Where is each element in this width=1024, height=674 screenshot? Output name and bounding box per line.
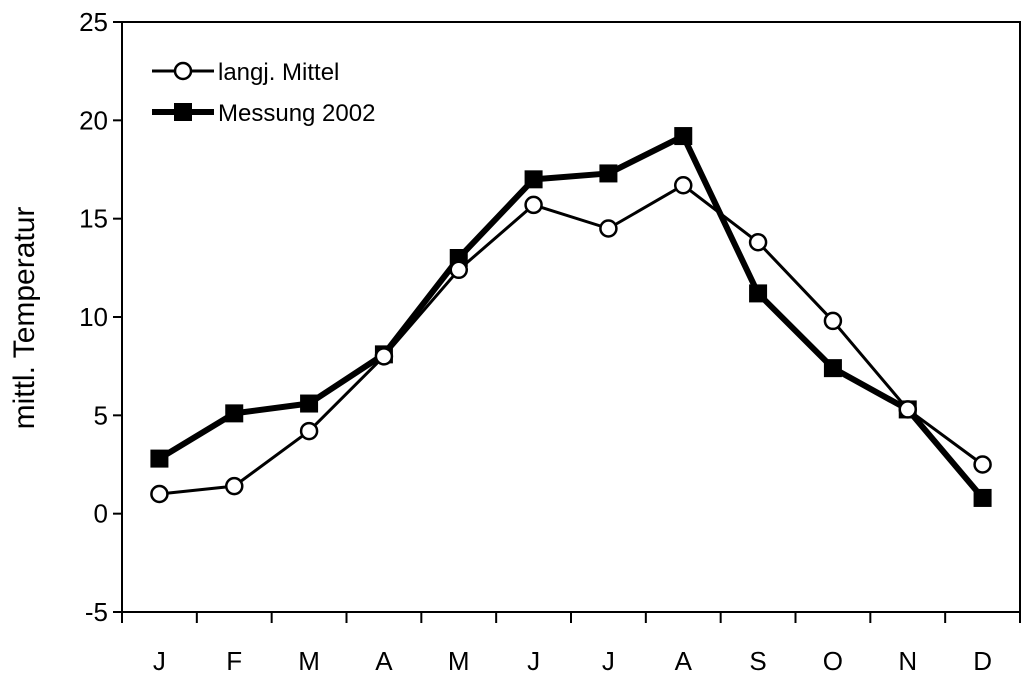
x-tick-label: M bbox=[448, 646, 470, 674]
data-point-langj-mittel bbox=[150, 484, 169, 504]
series-line-messung-2002 bbox=[157, 133, 985, 500]
x-tick-label: A bbox=[675, 646, 693, 674]
y-tick-label: 25 bbox=[79, 7, 108, 37]
y-tick-label: -5 bbox=[85, 597, 108, 627]
series-line-langj-mittel bbox=[159, 183, 984, 496]
data-point-langj-mittel bbox=[524, 195, 543, 215]
data-point-langj-mittel bbox=[973, 455, 992, 474]
data-point-messung-2002 bbox=[973, 488, 992, 507]
data-point-messung-2002 bbox=[225, 404, 244, 423]
y-axis-label: mittl. Temperatur bbox=[8, 207, 41, 430]
x-tick-label: N bbox=[898, 646, 917, 674]
legend-marker-langj-mittel bbox=[173, 61, 193, 81]
y-tick-label: 10 bbox=[79, 302, 108, 332]
data-point-langj-mittel bbox=[599, 219, 618, 238]
data-point-langj-mittel bbox=[225, 476, 244, 496]
x-tick-label: S bbox=[749, 646, 766, 674]
legend-label-messung-2002: Messung 2002 bbox=[218, 100, 375, 127]
y-tick-label: 20 bbox=[79, 105, 108, 135]
data-point-messung-2002 bbox=[599, 164, 618, 183]
y-tick-label: 0 bbox=[94, 499, 108, 529]
data-point-langj-mittel bbox=[449, 260, 468, 280]
data-point-messung-2002 bbox=[823, 359, 842, 378]
data-point-messung-2002 bbox=[674, 127, 693, 146]
x-tick-label: F bbox=[226, 646, 242, 674]
data-point-messung-2002 bbox=[749, 284, 768, 303]
data-point-langj-mittel bbox=[748, 233, 768, 252]
x-tick-label: M bbox=[298, 646, 320, 674]
x-tick-label: J bbox=[153, 646, 166, 674]
legend-label-langj-mittel: langj. Mittel bbox=[218, 59, 339, 86]
x-tick-label: D bbox=[973, 646, 992, 674]
x-tick-label: J bbox=[527, 646, 540, 674]
data-point-messung-2002 bbox=[524, 170, 543, 189]
data-point-langj-mittel bbox=[674, 175, 693, 195]
y-tick-label: 5 bbox=[94, 400, 108, 430]
legend-marker-messung-2002 bbox=[174, 103, 192, 121]
data-point-messung-2002 bbox=[300, 394, 319, 413]
data-point-messung-2002 bbox=[150, 449, 169, 468]
y-tick-label: 15 bbox=[79, 204, 108, 234]
x-tick-label: J bbox=[602, 646, 615, 674]
x-tick-label: A bbox=[375, 646, 393, 674]
data-point-langj-mittel bbox=[898, 400, 917, 419]
x-tick-label: O bbox=[823, 646, 843, 674]
data-point-langj-mittel bbox=[374, 347, 394, 366]
data-point-langj-mittel bbox=[823, 311, 843, 331]
data-point-langj-mittel bbox=[299, 421, 319, 441]
